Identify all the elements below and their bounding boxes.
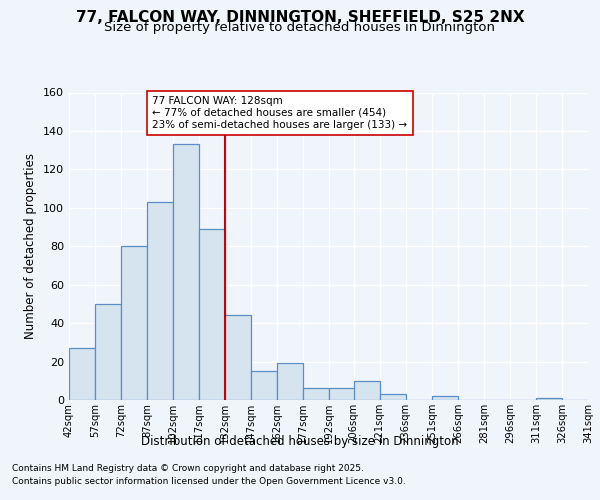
- Bar: [147, 202, 173, 400]
- Bar: [277, 364, 304, 400]
- Text: Distribution of detached houses by size in Dinnington: Distribution of detached houses by size …: [141, 435, 459, 448]
- Y-axis label: Number of detached properties: Number of detached properties: [25, 153, 37, 339]
- Bar: [329, 388, 355, 400]
- Bar: [251, 371, 277, 400]
- Text: Contains HM Land Registry data © Crown copyright and database right 2025.: Contains HM Land Registry data © Crown c…: [12, 464, 364, 473]
- Text: Size of property relative to detached houses in Dinnington: Size of property relative to detached ho…: [104, 21, 496, 34]
- Bar: [95, 304, 121, 400]
- Bar: [353, 381, 380, 400]
- Bar: [432, 396, 458, 400]
- Text: 77 FALCON WAY: 128sqm
← 77% of detached houses are smaller (454)
23% of semi-det: 77 FALCON WAY: 128sqm ← 77% of detached …: [152, 96, 407, 130]
- Bar: [304, 388, 329, 400]
- Bar: [69, 348, 95, 400]
- Bar: [536, 398, 562, 400]
- Text: Contains public sector information licensed under the Open Government Licence v3: Contains public sector information licen…: [12, 478, 406, 486]
- Bar: [225, 316, 251, 400]
- Bar: [199, 229, 225, 400]
- Bar: [173, 144, 199, 400]
- Bar: [121, 246, 147, 400]
- Bar: [380, 394, 406, 400]
- Text: 77, FALCON WAY, DINNINGTON, SHEFFIELD, S25 2NX: 77, FALCON WAY, DINNINGTON, SHEFFIELD, S…: [76, 10, 524, 25]
